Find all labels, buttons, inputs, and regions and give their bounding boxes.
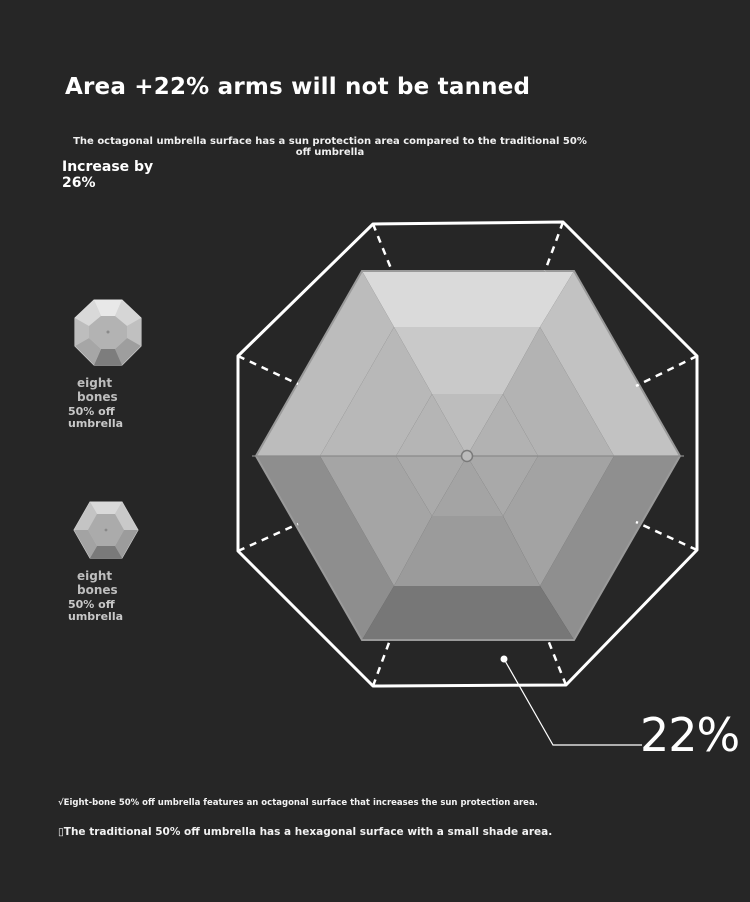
octagon-outline [236, 220, 699, 688]
hexagonal-umbrella-thumbnail [73, 501, 139, 559]
octagonal-label-line2: bones [77, 390, 118, 404]
percent-callout-line [500, 655, 642, 746]
hexagonal-label-line1: eight [77, 569, 113, 583]
increase-label: Increase by 26% [62, 159, 182, 191]
octagonal-umbrella-thumbnail [74, 299, 142, 366]
percent-increase-label: 22% [640, 708, 740, 762]
hexagonal-label-line2: bones [77, 583, 118, 597]
page-subtitle: The octagonal umbrella surface has a sun… [73, 136, 587, 158]
octagonal-label-line3: 50% off [68, 405, 115, 418]
page-title: Area +22% arms will not be tanned [65, 74, 531, 100]
hexagonal-feature-note: ▯The traditional 50% off umbrella has a … [58, 826, 553, 838]
hexagonal-umbrella-label: eight bones 50% off umbrella [68, 569, 123, 624]
hexagon-canopy [252, 270, 684, 641]
octagonal-label-line1: eight [77, 376, 113, 390]
increase-label-value: 26% [62, 175, 96, 191]
octagonal-umbrella-label: eight bones 50% off umbrella [68, 376, 123, 431]
hexagonal-label-line4: umbrella [68, 610, 124, 623]
increase-label-line1: Increase by [62, 159, 154, 175]
octagonal-feature-note: √Eight-bone 50% off umbrella features an… [58, 798, 538, 808]
hexagonal-label-line3: 50% off [68, 598, 115, 611]
octagonal-label-line4: umbrella [68, 417, 124, 430]
